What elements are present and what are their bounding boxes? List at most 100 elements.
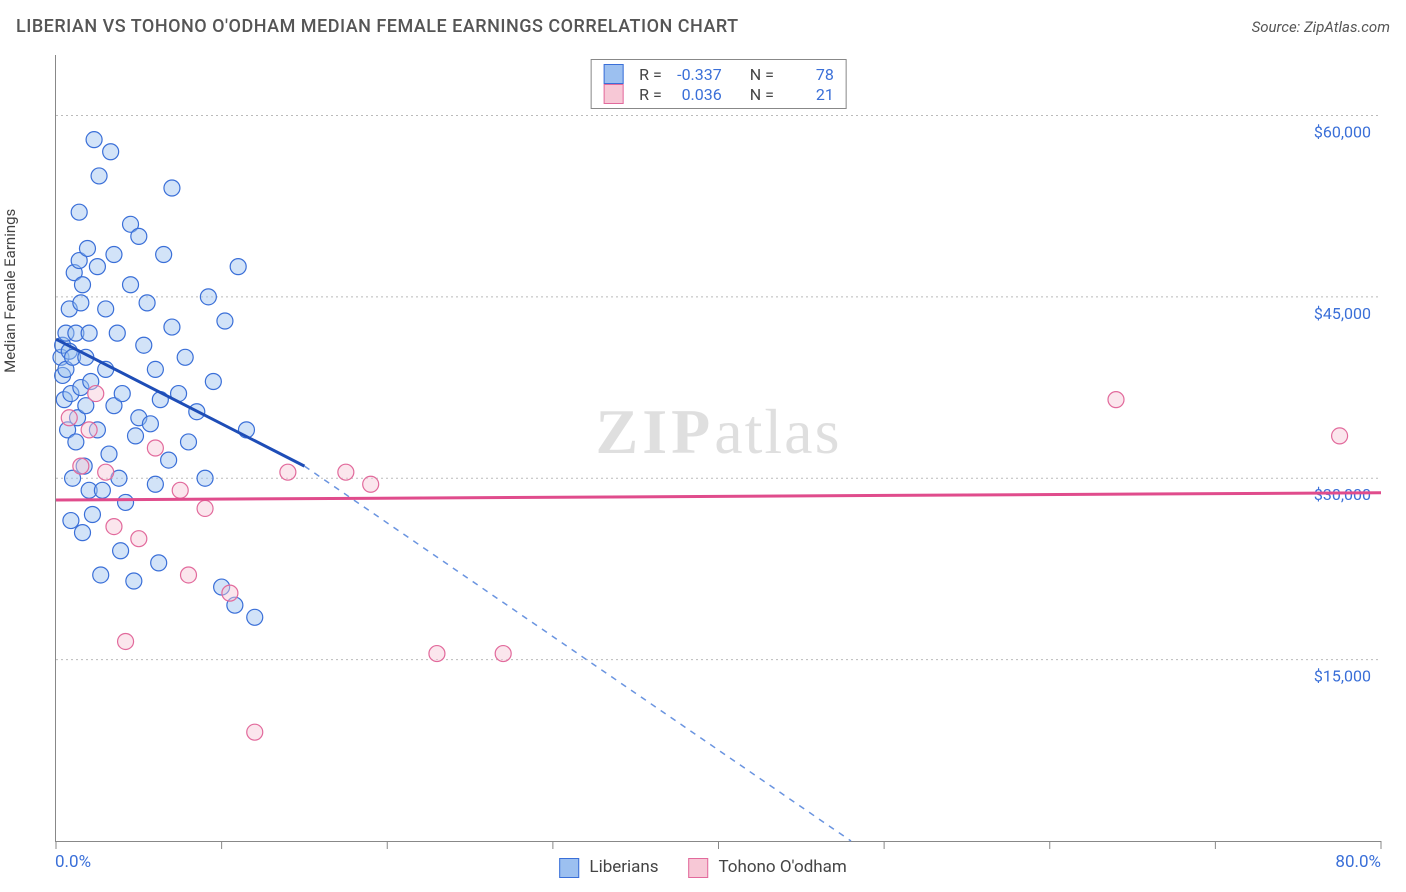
data-point [106,247,122,263]
data-point [101,446,117,462]
trend-line-dash [304,466,851,841]
data-point [93,567,109,583]
data-point [79,240,95,256]
data-point [147,476,163,492]
legend-item-1: Liberians [559,857,658,878]
r-value-2: 0.036 [672,85,722,104]
data-point [200,289,216,305]
data-point [280,464,296,480]
data-point [114,386,130,402]
data-point [128,428,144,444]
data-point [147,361,163,377]
y-axis-label: Median Female Earnings [1,209,19,373]
n-value-1: 78 [784,65,834,84]
data-point [197,500,213,516]
n-value-2: 21 [784,85,834,104]
data-point [126,573,142,589]
data-point [139,295,155,311]
legend-swatch-blue-icon [559,858,579,878]
data-point [164,180,180,196]
data-point [98,301,114,317]
legend-label-1: Liberians [589,857,658,877]
data-point [118,494,134,510]
data-point [131,531,147,547]
legend-label-2: Tohono O'odham [718,857,846,877]
data-point [197,470,213,486]
y-tick-label: $30,000 [1314,485,1371,504]
r-label-1: R = [639,65,662,84]
data-point [118,633,134,649]
data-point [123,277,139,293]
r-label-2: R = [639,85,662,104]
data-point [205,373,221,389]
data-point [1332,428,1348,444]
source-attribution: Source: ZipAtlas.com [1252,18,1390,36]
data-point [106,519,122,535]
y-tick-label: $60,000 [1314,122,1371,141]
legend-item-2: Tohono O'odham [689,857,847,878]
data-point [68,434,84,450]
data-point [109,325,125,341]
data-point [230,259,246,275]
chart-title: LIBERIAN VS TOHONO O'ODHAM MEDIAN FEMALE… [16,16,739,37]
data-point [71,204,87,220]
data-point [363,476,379,492]
plot-area: ZIPatlas $15,000$30,000$45,000$60,000 R … [55,55,1381,842]
data-point [75,525,91,541]
swatch-pink-icon [603,84,623,104]
data-point [217,313,233,329]
data-point [73,458,89,474]
correlation-row-2: R = 0.036 N = 21 [603,84,834,104]
correlation-row-1: R = -0.337 N = 78 [603,64,834,84]
data-point [131,228,147,244]
x-min-label: 0.0% [55,852,91,872]
data-point [147,440,163,456]
data-point [113,543,129,559]
trend-line [56,493,1381,500]
data-point [495,646,511,662]
data-point [338,464,354,480]
data-point [142,416,158,432]
data-point [177,349,193,365]
data-point [247,724,263,740]
data-point [247,609,263,625]
data-point [181,434,197,450]
chart-container: LIBERIAN VS TOHONO O'ODHAM MEDIAN FEMALE… [0,0,1406,892]
data-point [86,132,102,148]
data-point [222,585,238,601]
data-point [1108,392,1124,408]
data-point [94,482,110,498]
data-point [61,410,77,426]
data-point [81,325,97,341]
data-point [161,452,177,468]
data-point [84,507,100,523]
data-point [75,277,91,293]
correlation-box: R = -0.337 N = 78 R = 0.036 N = 21 [590,59,847,109]
legend-swatch-pink-icon [689,858,709,878]
data-point [429,646,445,662]
data-point [103,144,119,160]
data-point [172,482,188,498]
r-value-1: -0.337 [672,65,722,84]
data-point [164,319,180,335]
data-point [98,464,114,480]
data-point [81,422,97,438]
data-point [156,247,172,263]
chart-svg: $15,000 $30,000 $45,000 $60,000 [56,55,1381,841]
data-point [89,259,105,275]
data-point [91,168,107,184]
y-tick-label: $45,000 [1314,304,1371,323]
y-tick-label: $15,000 [1314,667,1371,686]
data-point [151,555,167,571]
x-max-label: 80.0% [1335,852,1381,872]
data-point [63,513,79,529]
data-point [136,337,152,353]
data-point [181,567,197,583]
swatch-blue-icon [603,64,623,84]
n-label-1: N = [750,65,774,84]
header-row: LIBERIAN VS TOHONO O'ODHAM MEDIAN FEMALE… [16,16,1390,37]
bottom-legend: Liberians Tohono O'odham [559,857,847,878]
n-label-2: N = [750,85,774,104]
data-point [88,386,104,402]
data-point [73,295,89,311]
